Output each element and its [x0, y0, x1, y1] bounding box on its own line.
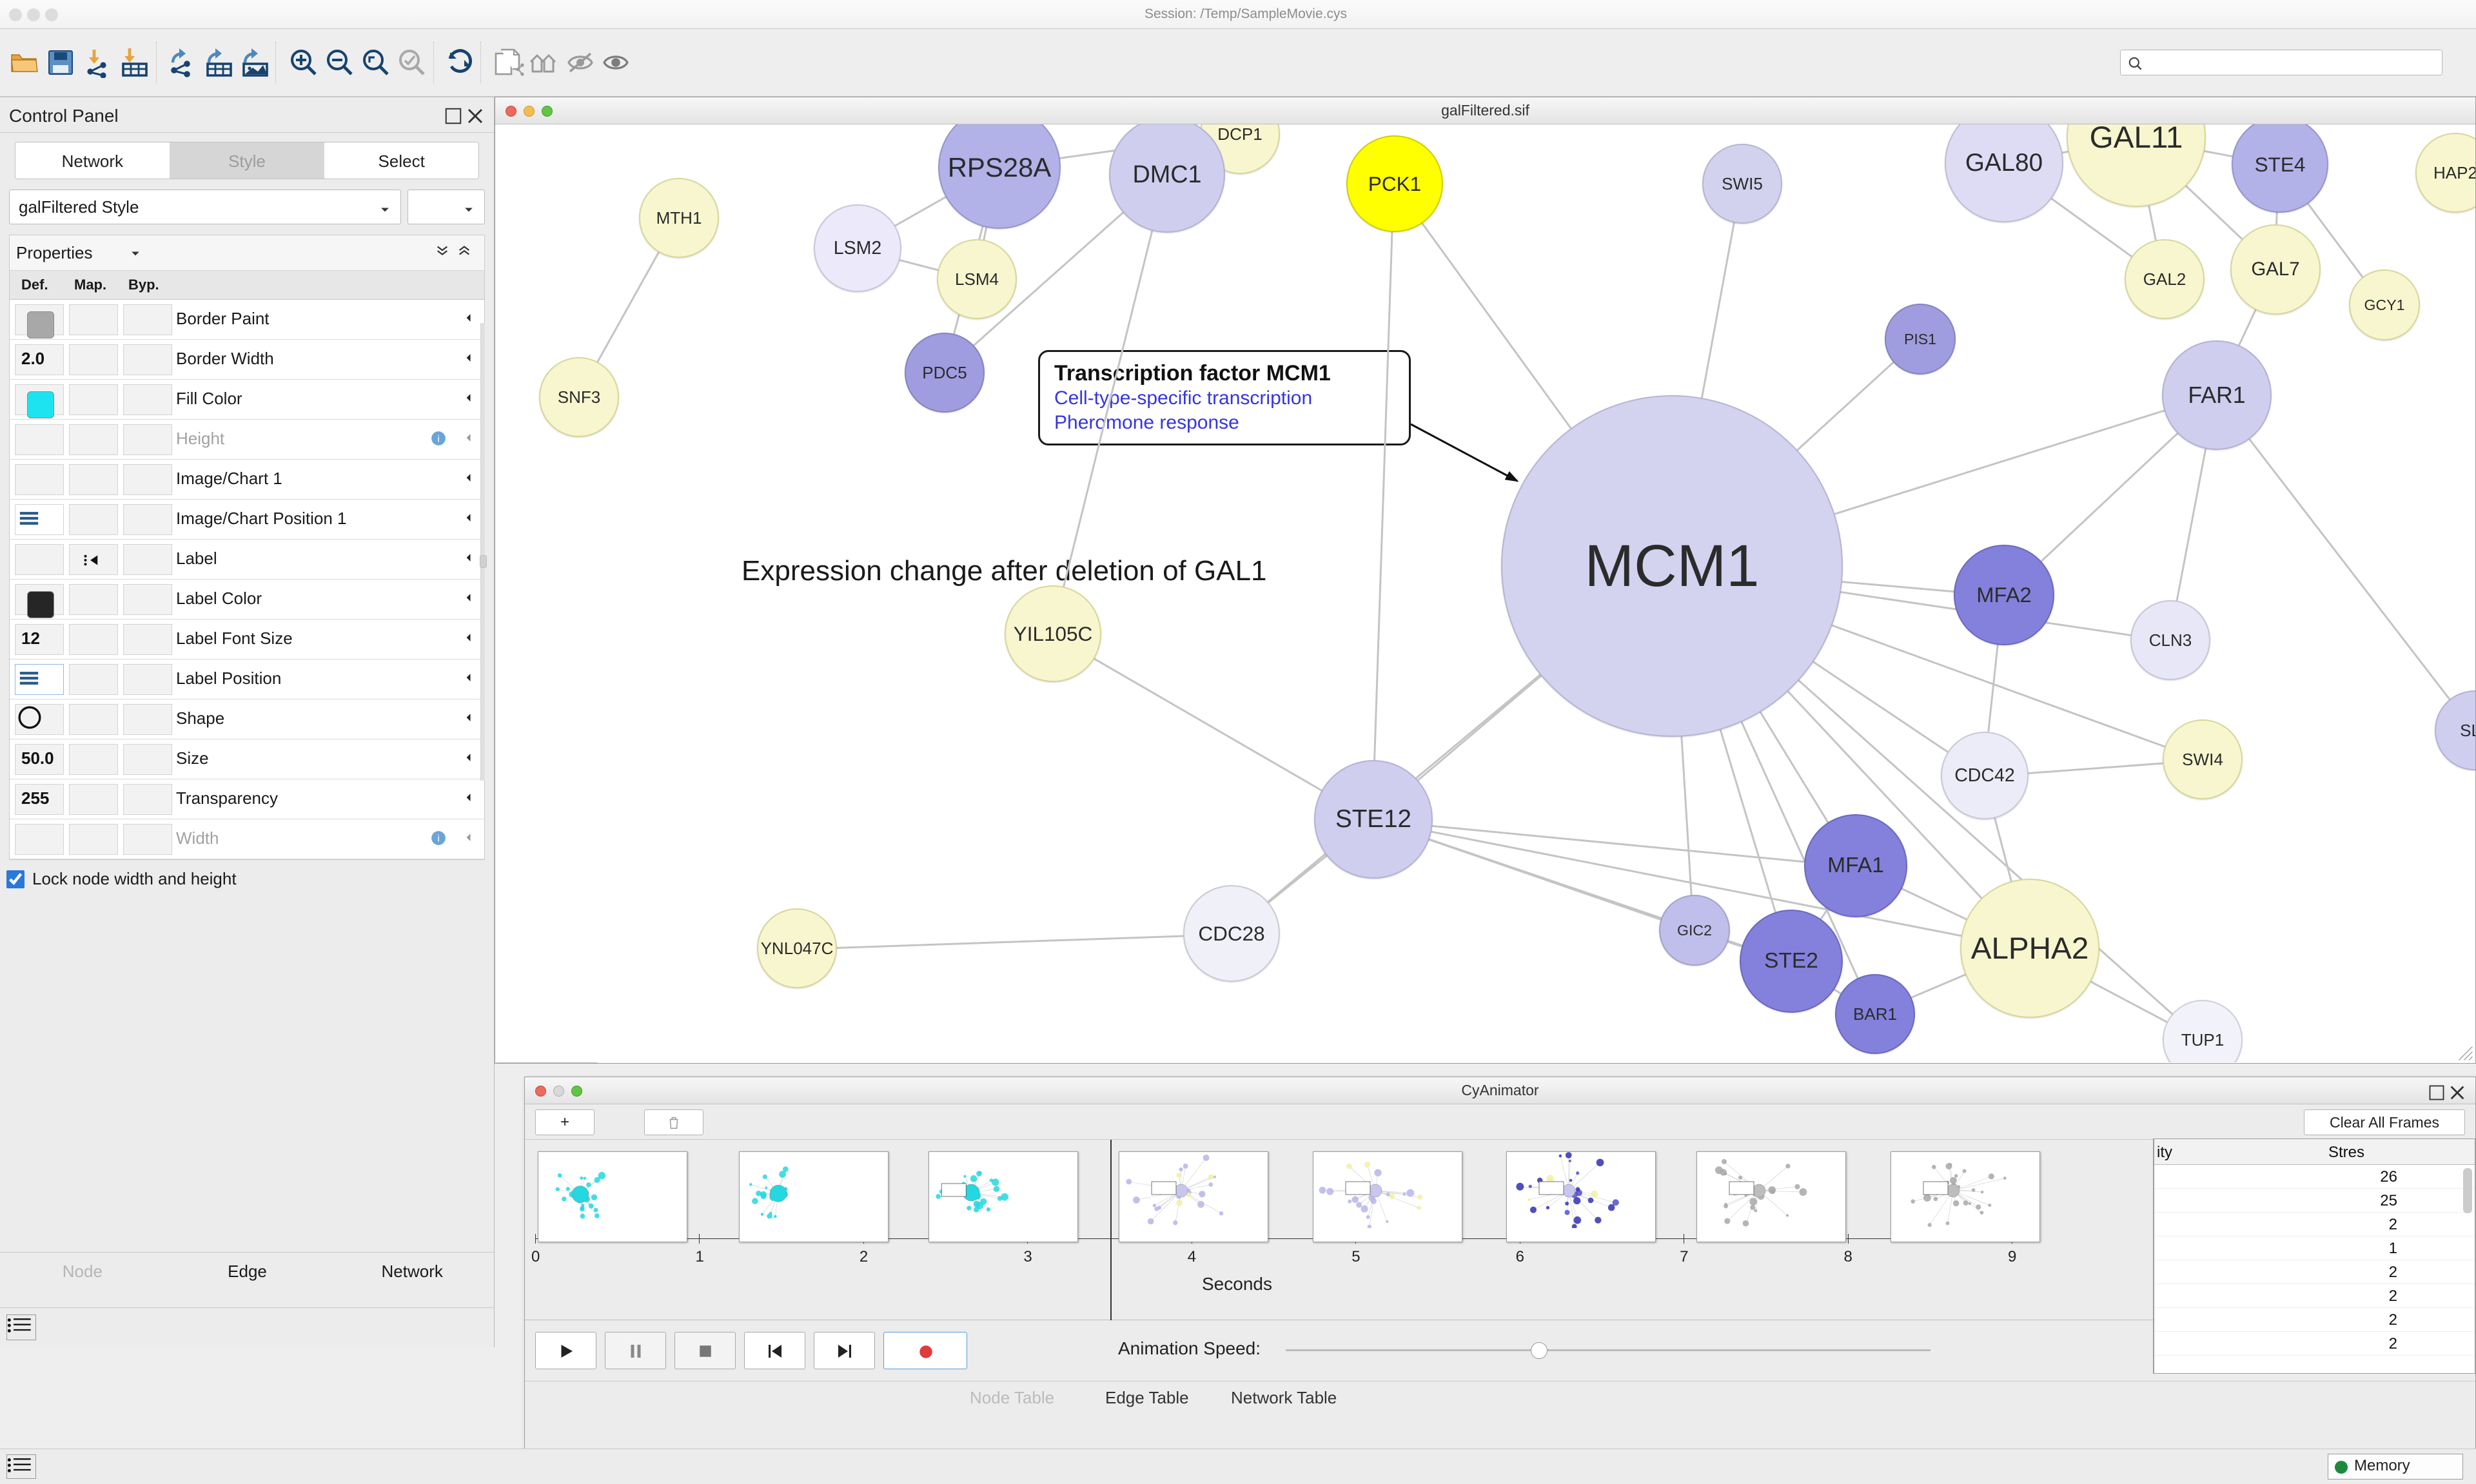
svg-text:i: i	[437, 433, 439, 444]
svg-text:i: i	[437, 833, 439, 844]
